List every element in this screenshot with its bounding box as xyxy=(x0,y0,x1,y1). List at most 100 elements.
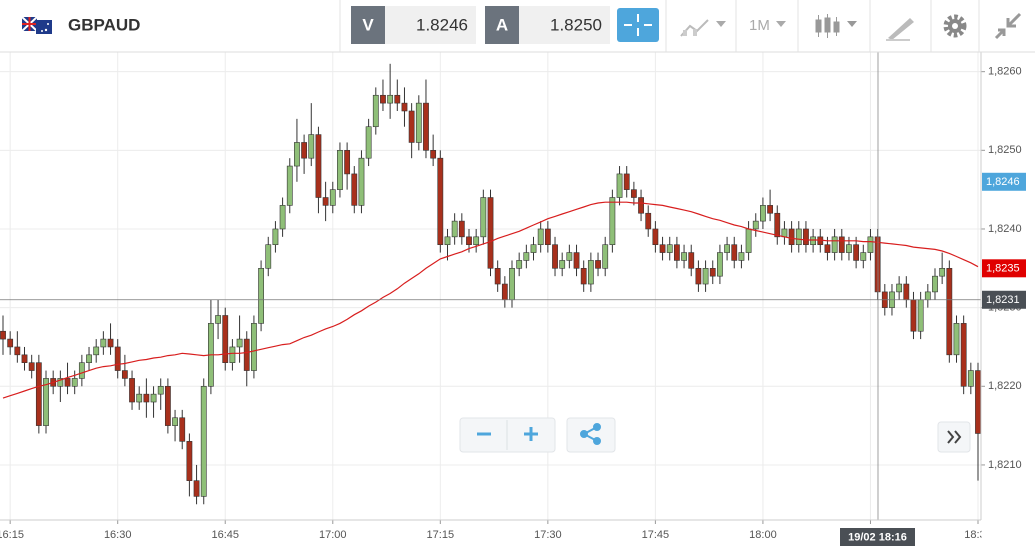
candle-body xyxy=(573,252,580,269)
candle-body xyxy=(387,94,394,104)
candle-body xyxy=(853,244,860,261)
symbol: GBPAUD xyxy=(68,15,140,34)
crosshair-time-box xyxy=(840,528,915,546)
candle-body xyxy=(286,165,293,206)
candle-body xyxy=(702,268,709,285)
bid-box[interactable] xyxy=(385,6,476,44)
candle-body xyxy=(71,378,78,387)
candle-body xyxy=(380,94,386,104)
candle-body xyxy=(186,441,193,481)
candle-body xyxy=(939,268,946,277)
candle-body xyxy=(308,134,315,159)
candle-body xyxy=(803,228,809,246)
x-tick-label: 17:30 xyxy=(534,529,562,541)
candle-body xyxy=(143,393,150,403)
candle-body xyxy=(932,275,938,293)
candle-body xyxy=(717,252,723,277)
candle-body xyxy=(258,268,264,324)
crosshair-button[interactable] xyxy=(617,8,659,42)
candle-body xyxy=(229,346,236,363)
chart-type-button[interactable] xyxy=(680,19,726,37)
candle-body xyxy=(566,252,573,261)
candle-body xyxy=(136,393,143,403)
crosshair-icon xyxy=(624,14,652,36)
candle-body xyxy=(243,338,250,371)
candle-body xyxy=(401,102,408,112)
y-tick-label: 1,8250 xyxy=(988,144,1022,156)
zoom-controls xyxy=(459,417,971,453)
candle-body xyxy=(630,189,637,198)
candle-body xyxy=(788,228,795,246)
candle-body xyxy=(860,252,867,261)
candle-body xyxy=(774,212,781,238)
candle-body xyxy=(222,315,229,363)
candle-body xyxy=(738,252,745,261)
candle-body xyxy=(0,330,6,340)
candle-body xyxy=(466,236,472,246)
candle-body xyxy=(430,150,437,159)
share-button[interactable] xyxy=(566,417,616,453)
draw-button[interactable] xyxy=(886,18,914,41)
candle-body xyxy=(114,346,121,371)
candle-body xyxy=(838,236,845,253)
zoom-in[interactable] xyxy=(524,427,538,441)
bid-button[interactable] xyxy=(351,6,385,44)
ask-price[interactable]: 1.8250 xyxy=(550,15,602,34)
bid-label[interactable]: V xyxy=(362,15,374,34)
candle-body xyxy=(408,110,415,143)
collapse-button[interactable] xyxy=(994,12,1022,40)
candle-body xyxy=(157,385,164,395)
candle-body xyxy=(638,197,644,214)
candle-body xyxy=(265,244,272,269)
candle-body xyxy=(867,236,874,253)
candle-body xyxy=(294,142,300,167)
y-tick-label: 1,8240 xyxy=(988,223,1022,235)
candle-body xyxy=(344,150,351,175)
candle-body xyxy=(164,385,171,426)
candle-body xyxy=(236,338,243,348)
candle-body xyxy=(43,378,49,426)
candle-body xyxy=(86,354,92,363)
price-label-box xyxy=(982,290,1026,309)
candle-body xyxy=(329,189,336,206)
candle-body xyxy=(752,220,759,230)
settings-button[interactable] xyxy=(943,14,967,38)
candle-body xyxy=(975,370,981,434)
candle-body xyxy=(279,205,286,230)
ask-box[interactable] xyxy=(519,6,610,44)
x-tick-label: 18:00 xyxy=(749,529,777,541)
candle-body xyxy=(458,220,465,238)
x-tick-label: 17:15 xyxy=(427,529,455,541)
candle-body xyxy=(14,346,21,356)
bid-price[interactable]: 1.8246 xyxy=(416,15,468,34)
candle-body xyxy=(100,338,107,348)
timeframe[interactable]: 1M xyxy=(749,17,770,34)
candle-body xyxy=(480,197,487,238)
x-tick-label: 17:00 xyxy=(319,529,347,541)
candle-body xyxy=(681,252,687,261)
candle-body xyxy=(616,173,623,198)
candle-body xyxy=(501,283,508,301)
candle-body xyxy=(200,385,207,497)
candle-body xyxy=(659,244,666,253)
moving-average xyxy=(2,201,979,399)
candle-body xyxy=(272,228,279,246)
axes: 1,82101,82201,82301,82401,82501,826016:1… xyxy=(0,52,1035,556)
candle-body xyxy=(795,228,802,246)
candle-body xyxy=(903,283,910,301)
candle-body xyxy=(415,102,422,143)
candle-body xyxy=(917,299,924,332)
candle-body xyxy=(358,157,365,206)
candle-body xyxy=(28,362,35,371)
candle-style-button[interactable] xyxy=(815,14,857,38)
ask-button[interactable] xyxy=(485,6,519,44)
candle-body xyxy=(451,220,458,238)
candle-body xyxy=(64,378,71,387)
y-tick-label: 1,8260 xyxy=(988,66,1022,78)
candle-body xyxy=(709,268,716,277)
price-label: 1,8231 xyxy=(986,294,1020,306)
candle-body xyxy=(487,197,494,269)
candle-body xyxy=(645,212,652,230)
candle-body xyxy=(179,417,186,442)
ask-label[interactable]: A xyxy=(496,15,508,34)
